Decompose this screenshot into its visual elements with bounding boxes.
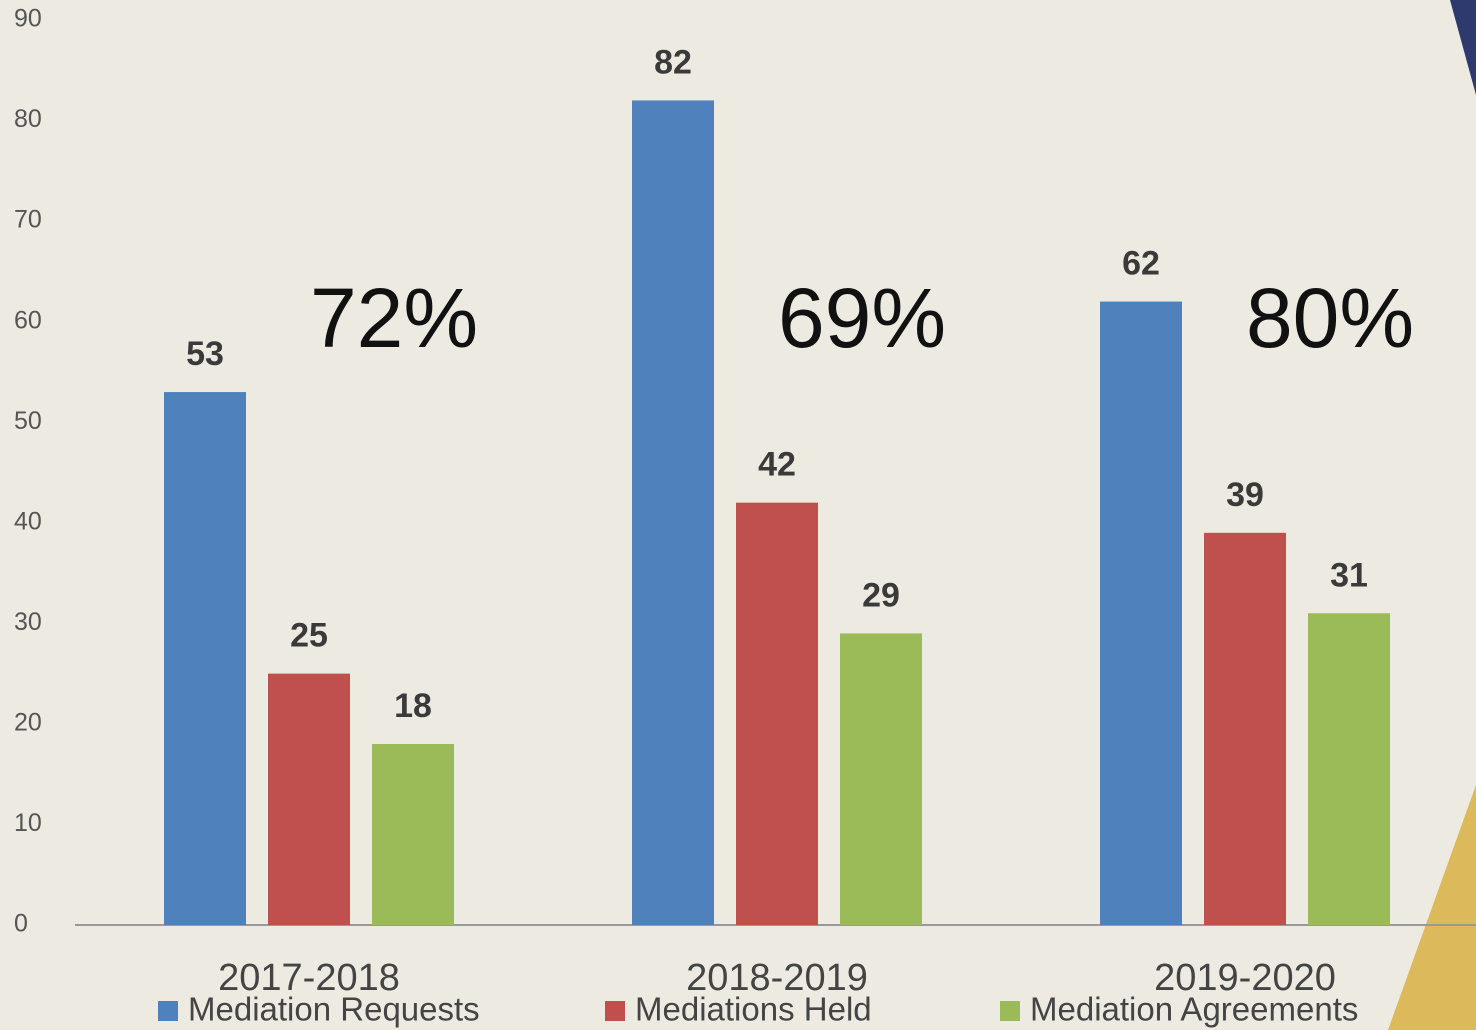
- value-label: 18: [394, 687, 432, 725]
- value-label: 29: [862, 576, 900, 614]
- decor-gold: [1388, 785, 1476, 1030]
- y-tick-label: 40: [14, 507, 42, 535]
- value-label: 53: [186, 335, 224, 373]
- x-tick-label: 2019-2020: [1154, 957, 1336, 999]
- bar: [1308, 613, 1390, 925]
- value-label: 31: [1330, 556, 1368, 594]
- y-tick-label: 30: [14, 608, 42, 636]
- y-tick-label: 0: [14, 910, 28, 938]
- y-tick-label: 80: [14, 105, 42, 133]
- y-tick-label: 60: [14, 306, 42, 334]
- legend-swatch: [605, 1001, 625, 1021]
- value-label: 25: [290, 617, 328, 655]
- value-label: 39: [1226, 476, 1264, 514]
- legend-swatch: [1000, 1001, 1020, 1021]
- value-label: 62: [1122, 245, 1160, 283]
- bar: [164, 392, 246, 925]
- legend-swatch: [158, 1001, 178, 1021]
- y-tick-label: 70: [14, 206, 42, 234]
- bar: [372, 744, 454, 925]
- annotation: 80%: [1246, 271, 1414, 365]
- bar: [632, 100, 714, 925]
- y-tick-label: 10: [14, 809, 42, 837]
- bar: [268, 673, 350, 925]
- value-label: 82: [654, 43, 692, 81]
- bar: [1100, 301, 1182, 925]
- y-tick-label: 90: [14, 5, 42, 33]
- bar: [1204, 532, 1286, 925]
- bar: [840, 633, 922, 925]
- value-label: 42: [758, 446, 796, 484]
- y-tick-label: 50: [14, 407, 42, 435]
- y-tick-label: 20: [14, 708, 42, 736]
- legend-label: Mediations Held: [635, 991, 872, 1028]
- bar: [736, 502, 818, 925]
- x-tick-label: 2017-2018: [218, 957, 400, 999]
- annotation: 72%: [310, 271, 478, 365]
- annotation: 69%: [778, 271, 946, 365]
- legend-label: Mediation Requests: [188, 991, 480, 1028]
- x-tick-label: 2018-2019: [686, 957, 868, 999]
- decor-navy: [1450, 0, 1476, 95]
- legend-label: Mediation Agreements: [1030, 991, 1358, 1028]
